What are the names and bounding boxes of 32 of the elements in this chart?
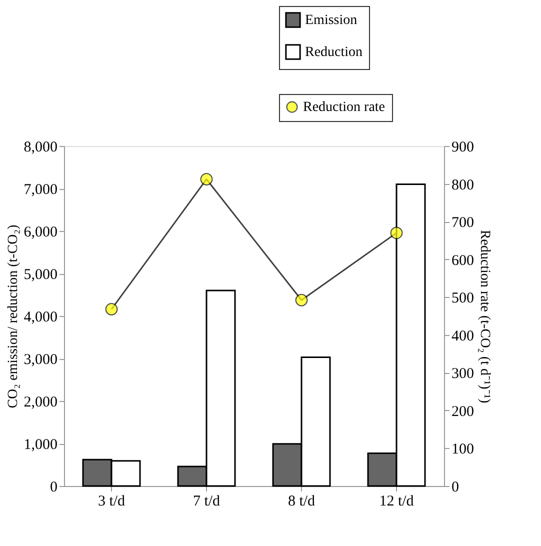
point [390, 226, 403, 240]
x-tick-label: 12 t/d [379, 494, 414, 510]
point [105, 303, 118, 316]
y-tick-label: 4,000 [24, 310, 58, 326]
y-tick-label: 5,000 [24, 267, 58, 283]
y-tick-label: 7,000 [24, 182, 58, 198]
y2-tick-label: 300 [452, 366, 474, 382]
y-tick-label: 6,000 [24, 224, 58, 240]
x-tick-label: 8 t/d [288, 494, 316, 510]
legend-label: Emission [305, 13, 358, 28]
y2-tick-label: 500 [452, 290, 474, 307]
y-tick-label: 3,000 [24, 352, 58, 368]
y-axis-title: CO₂ emission/ reduction (t-CO₂) [6, 224, 21, 408]
x-tick-label: 7 t/d [192, 494, 221, 510]
y2-tick-label: 800 [452, 177, 474, 194]
y-tick-label: 1,000 [24, 437, 58, 453]
y-tick-label: 8,000 [24, 140, 58, 156]
y2-tick-label: 700 [452, 215, 474, 232]
y2-axis-title: Reduction rate (t-CO₂ (t d⁻¹)⁻¹) [477, 230, 492, 404]
y2-tick-label: 200 [452, 404, 474, 420]
y2-tick-label: 0 [452, 480, 459, 496]
y2-tick-label: 600 [452, 252, 474, 269]
y2-tick-label: 900 [452, 140, 474, 156]
y2-tick-label: 400 [452, 328, 474, 344]
point [295, 294, 308, 306]
y-tick-label: 0 [50, 480, 58, 496]
x-tick-label: 3 t/d [98, 494, 126, 510]
y-tick-label: 2,000 [24, 394, 58, 410]
y2-tick-label: 100 [452, 442, 474, 458]
legend-label: Reduction [305, 45, 363, 60]
point [200, 173, 213, 186]
legend-label: Reduction rate [303, 100, 386, 115]
